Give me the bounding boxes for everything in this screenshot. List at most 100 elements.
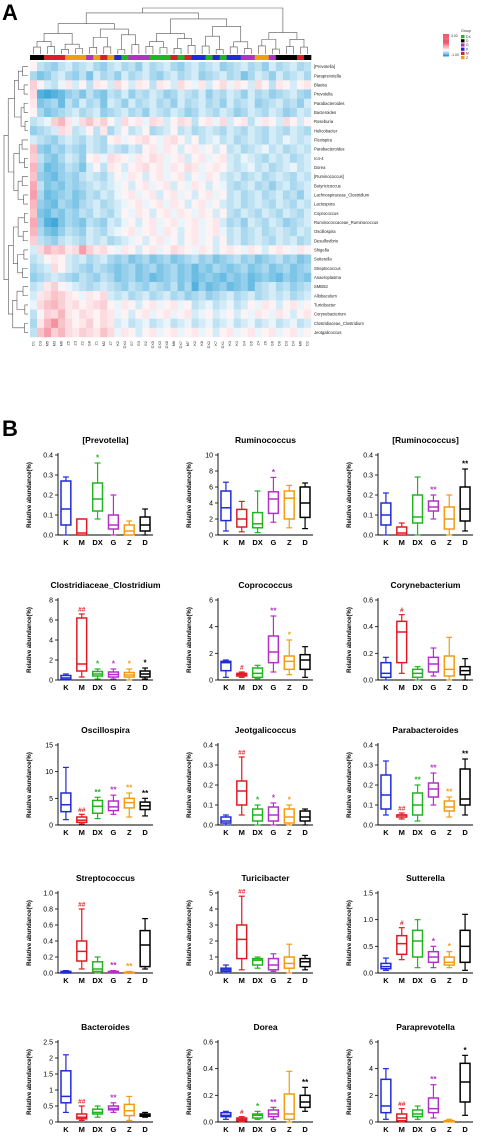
- x-tick-label: K: [63, 1125, 69, 1134]
- heatmap-cell: [240, 199, 249, 209]
- y-tick-label: 0.2: [203, 783, 213, 790]
- heatmap-cell: [142, 80, 150, 90]
- heatmap-cell: [30, 144, 38, 154]
- y-axis-label: Relative abundance(%): [347, 900, 353, 966]
- heatmap-cell: [240, 282, 249, 292]
- heatmap-cell: [303, 117, 312, 127]
- x-tick-label: K: [383, 683, 389, 692]
- heatmap-cell: [226, 107, 234, 118]
- heatmap-cell: [289, 272, 298, 283]
- heatmap-cell: [296, 217, 305, 228]
- row-label: Coprococcus: [314, 211, 338, 216]
- heatmap-cell: [198, 254, 206, 264]
- box-iqr: [91, 1108, 104, 1115]
- heatmap-cell: [93, 254, 101, 264]
- heatmap-cell: [254, 172, 263, 182]
- dendrogram-link: [7, 98, 15, 173]
- heatmap-cell: [219, 208, 227, 219]
- row-label: Parabacteroides: [314, 147, 345, 152]
- column-label: K4: [235, 341, 239, 346]
- y-tick-label: 2: [209, 517, 213, 524]
- column-label: M6: [298, 341, 302, 346]
- heatmap-cell: [128, 126, 136, 136]
- column-label: DX7: [179, 341, 183, 348]
- row-label: Blautia: [314, 83, 327, 88]
- heatmap-cell: [128, 254, 136, 264]
- legend-gradient-step: [443, 38, 449, 40]
- heatmap-cell: [58, 236, 66, 246]
- heatmap-cell: [191, 208, 199, 219]
- heatmap-cell: [30, 236, 38, 246]
- heatmap-cell: [107, 190, 115, 200]
- heatmap-cell: [191, 199, 199, 209]
- column-label: Z1: [95, 341, 99, 345]
- heatmap-cell: [44, 172, 52, 182]
- column-label: G7: [130, 341, 134, 346]
- heatmap-cell: [233, 135, 241, 145]
- heatmap-cell: [233, 153, 241, 164]
- heatmap-cell: [184, 162, 192, 173]
- heatmap-cell: [163, 291, 171, 301]
- x-tick-label: DX: [92, 828, 102, 837]
- heatmap-cell: [93, 208, 101, 219]
- heatmap-cell: [282, 327, 291, 338]
- y-tick-label: 6: [209, 598, 213, 605]
- heatmap-cell: [198, 263, 206, 274]
- heatmap-cell: [72, 162, 80, 173]
- heatmap-cell: [135, 309, 143, 319]
- heatmap-cell: [212, 71, 220, 81]
- heatmap-cell: [135, 181, 143, 191]
- heatmap-cell: [114, 117, 122, 127]
- heatmap-cell: [156, 327, 164, 338]
- heatmap-cell: [247, 217, 256, 228]
- heatmap-cell: [261, 162, 270, 173]
- heatmap-cell: [296, 71, 305, 81]
- heatmap-cell: [142, 208, 150, 219]
- heatmap-cell: [142, 327, 150, 338]
- heatmap-cells: [30, 62, 312, 338]
- heatmap-cell: [198, 89, 206, 99]
- y-tick-label: 2.5: [43, 1040, 53, 1047]
- row-dendrogram: [3, 66, 28, 333]
- y-tick-label: 0: [209, 678, 213, 685]
- y-tick-label: 0.4: [363, 743, 373, 750]
- boxplot-panel: Streptococcus0.00.20.40.60.81.0Relative …: [27, 873, 153, 985]
- heatmap-cell: [51, 309, 59, 319]
- heatmap-cell: [149, 227, 157, 237]
- heatmap-cell: [205, 254, 213, 264]
- heatmap-cell: [163, 172, 171, 182]
- heatmap-cell: [219, 318, 227, 329]
- heatmap-cell: [149, 318, 157, 329]
- heatmap-cell: [268, 208, 277, 219]
- heatmap-cell: [254, 291, 263, 301]
- heatmap-cell: [114, 254, 122, 264]
- group-strip-cell: [86, 55, 94, 60]
- heatmap-cell: [303, 162, 312, 173]
- heatmap-cell: [233, 98, 241, 109]
- column-label: G5: [249, 341, 253, 346]
- heatmap-cell: [121, 89, 129, 99]
- heatmap-cell: [205, 172, 213, 182]
- heatmap-cell: [198, 181, 206, 191]
- column-label: M7: [186, 341, 190, 346]
- heatmap-cell: [254, 107, 263, 118]
- heatmap-cell: [205, 199, 213, 209]
- heatmap-cell: [170, 263, 178, 274]
- heatmap-cell: [93, 300, 101, 310]
- heatmap-cell: [198, 291, 206, 301]
- heatmap-cell: [261, 153, 270, 164]
- heatmap-cell: [163, 80, 171, 90]
- heatmap-cell: [44, 80, 52, 90]
- heatmap-cell: [93, 62, 101, 72]
- x-tick-label: G: [110, 976, 116, 985]
- dendrogram-link: [23, 194, 28, 205]
- x-tick-label: Z: [287, 828, 292, 837]
- heatmap-cell: [107, 272, 115, 283]
- x-tick-label: DX: [412, 683, 422, 692]
- heatmap-cell: [261, 227, 270, 237]
- heatmap-cell: [275, 80, 284, 90]
- heatmap-cell: [191, 309, 199, 319]
- heatmap-cell: [282, 62, 291, 72]
- significance-mark: ##: [78, 807, 86, 814]
